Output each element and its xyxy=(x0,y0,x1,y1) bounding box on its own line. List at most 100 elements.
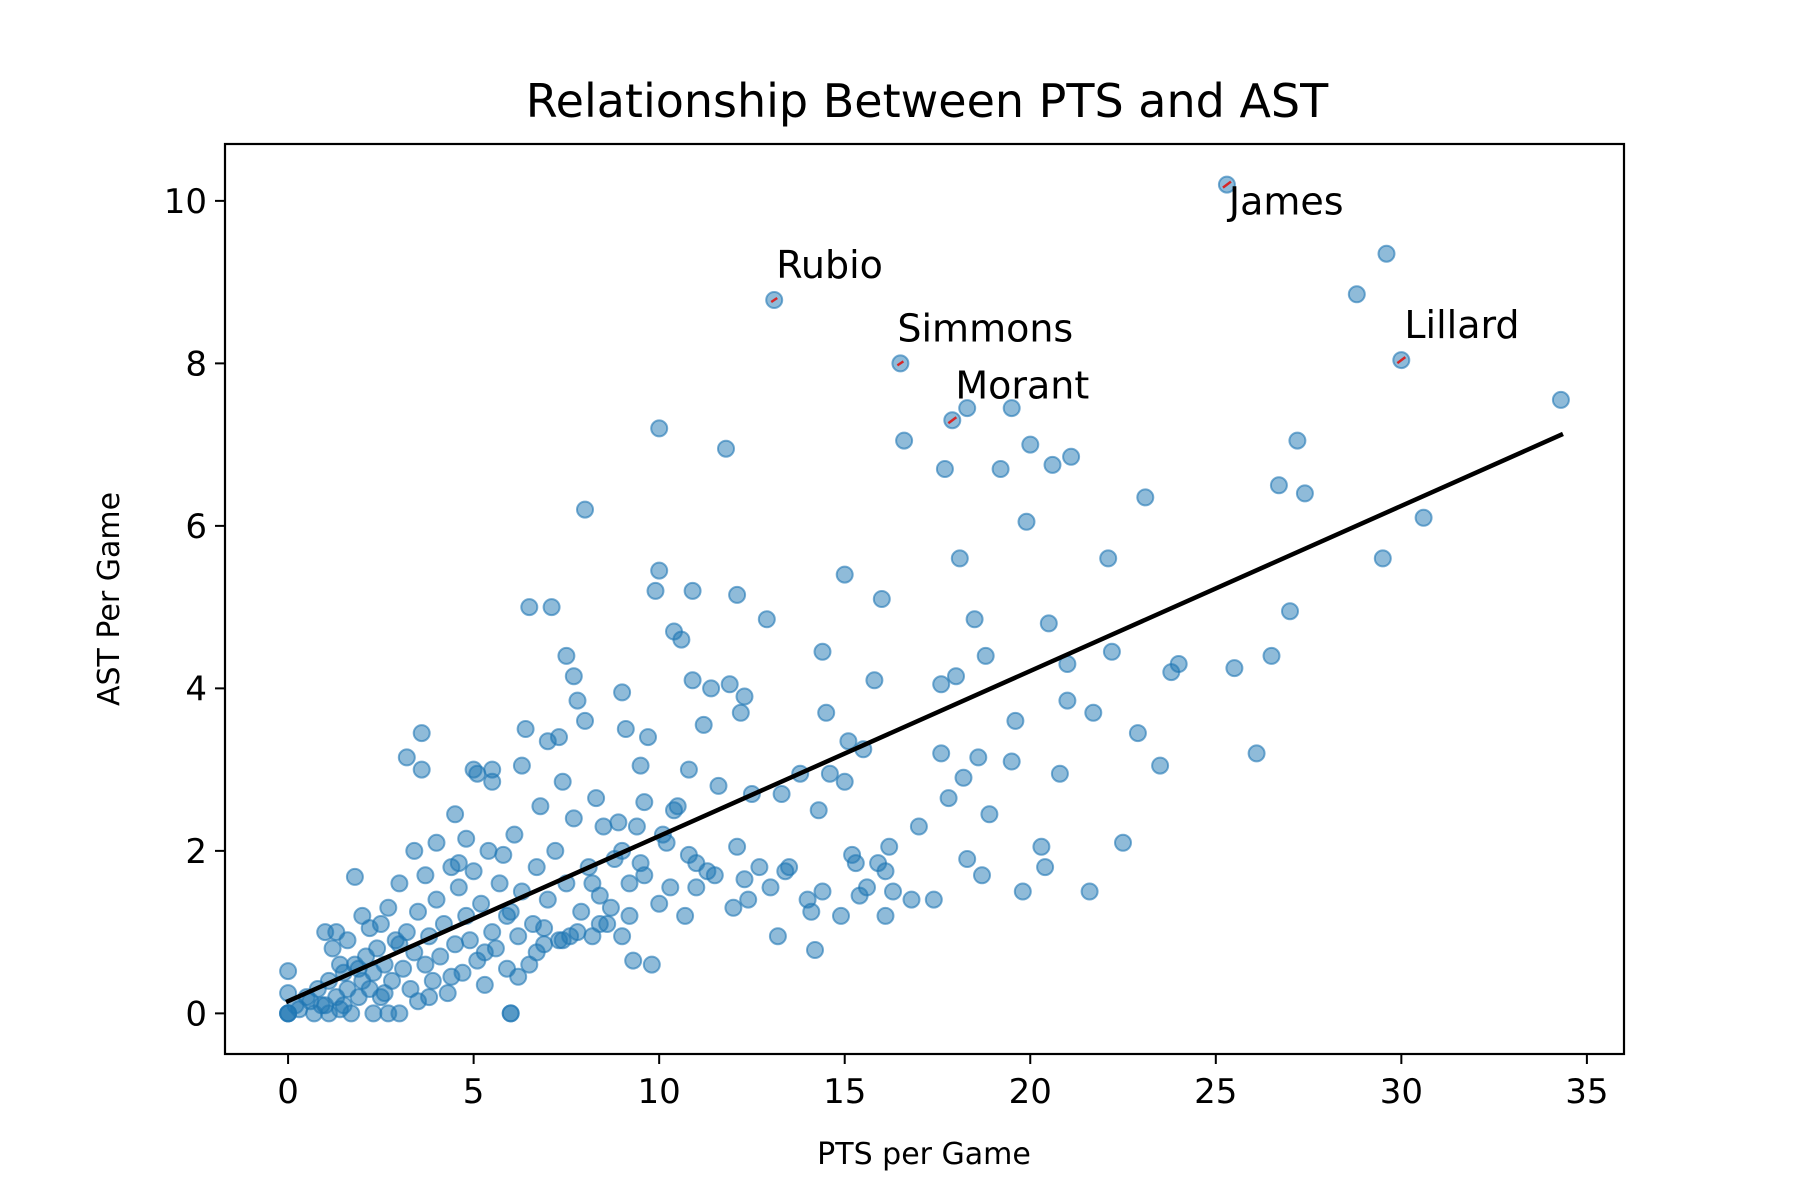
data-point xyxy=(371,915,390,933)
data-point xyxy=(1050,764,1069,783)
data-point xyxy=(705,866,724,885)
data-point xyxy=(798,890,817,909)
y-tick-label: 10 xyxy=(164,182,207,222)
annotation-label: Simmons xyxy=(897,306,1073,350)
x-tick-label: 25 xyxy=(1194,1072,1237,1112)
data-point xyxy=(409,902,427,921)
data-point xyxy=(1021,435,1040,454)
data-point xyxy=(1269,476,1288,495)
data-point xyxy=(880,837,899,856)
x-tick-label: 15 xyxy=(823,1072,866,1112)
data-point xyxy=(884,882,902,901)
annotation-label: Rubio xyxy=(776,243,883,287)
data-point xyxy=(739,890,758,909)
data-point xyxy=(449,854,468,873)
data-point xyxy=(846,854,865,873)
data-point xyxy=(331,1000,349,1019)
data-point xyxy=(902,890,921,909)
annotation-label: Morant xyxy=(955,363,1089,407)
data-point xyxy=(490,874,509,893)
data-point xyxy=(806,941,824,959)
data-point xyxy=(813,882,832,901)
data-point xyxy=(1062,447,1081,466)
data-point xyxy=(379,898,398,917)
data-point xyxy=(613,927,632,946)
data-point xyxy=(932,675,951,694)
data-point xyxy=(568,923,587,942)
data-point xyxy=(590,915,609,933)
data-point xyxy=(772,785,791,803)
data-point xyxy=(958,850,977,868)
data-point xyxy=(583,874,602,893)
data-point xyxy=(620,874,639,893)
data-point xyxy=(909,817,928,836)
data-point xyxy=(1136,488,1155,507)
data-point xyxy=(832,906,850,925)
annotation-marker xyxy=(770,296,778,304)
data-point xyxy=(483,760,502,779)
data-point xyxy=(820,764,839,783)
data-point xyxy=(1169,655,1188,673)
data-point xyxy=(501,1004,520,1023)
annotations-layer: James Rubio Simmons Morant Lillard xyxy=(770,180,1520,425)
data-point xyxy=(423,971,442,990)
data-point xyxy=(609,813,628,832)
data-point xyxy=(613,683,632,702)
data-point xyxy=(616,720,635,738)
data-point xyxy=(527,943,546,962)
data-point xyxy=(876,862,895,881)
data-point xyxy=(835,772,854,791)
data-point xyxy=(512,756,531,775)
data-point xyxy=(1225,659,1244,678)
data-point xyxy=(954,768,973,787)
data-point xyxy=(935,460,954,478)
data-point xyxy=(639,728,657,747)
data-point xyxy=(735,687,754,706)
data-point xyxy=(509,967,528,986)
data-point xyxy=(720,675,739,694)
data-point xyxy=(650,561,669,580)
x-axis-label: PTS per Game xyxy=(817,1137,1031,1172)
data-point xyxy=(991,460,1010,478)
data-point xyxy=(1262,646,1281,665)
data-point xyxy=(973,866,991,885)
data-point xyxy=(516,720,535,738)
y-axis-label: AST Per Game xyxy=(92,492,127,706)
fit-line-layer xyxy=(285,431,1564,1005)
data-point xyxy=(980,805,999,824)
data-point xyxy=(553,772,572,791)
data-point xyxy=(364,1004,383,1023)
data-point xyxy=(442,967,461,986)
data-point xyxy=(687,878,706,897)
data-point xyxy=(1099,549,1118,568)
data-point xyxy=(683,581,702,600)
data-point xyxy=(479,841,498,860)
x-tick-label: 35 xyxy=(1565,1072,1608,1112)
data-point xyxy=(1036,858,1055,877)
data-point xyxy=(1281,602,1299,621)
data-point xyxy=(446,935,465,954)
y-tick-label: 6 xyxy=(185,507,207,547)
data-point xyxy=(694,715,713,734)
data-point xyxy=(728,585,747,604)
data-point xyxy=(932,744,951,763)
data-point xyxy=(572,902,591,921)
data-point xyxy=(776,862,795,881)
data-point xyxy=(627,817,646,836)
y-tick-label: 2 xyxy=(185,832,207,872)
data-point xyxy=(1288,431,1307,450)
x-tick-label: 5 xyxy=(463,1072,485,1112)
data-point xyxy=(947,667,965,686)
data-point xyxy=(1013,882,1032,901)
data-point xyxy=(839,732,858,751)
data-point xyxy=(390,874,409,893)
data-point xyxy=(338,931,357,950)
data-point xyxy=(750,858,769,877)
annotation-label: James xyxy=(1227,180,1344,224)
y-tick-label: 8 xyxy=(185,344,207,384)
data-point xyxy=(472,894,491,913)
data-point xyxy=(1002,752,1021,771)
x-tick-label: 10 xyxy=(638,1072,681,1112)
data-point xyxy=(1295,484,1314,503)
